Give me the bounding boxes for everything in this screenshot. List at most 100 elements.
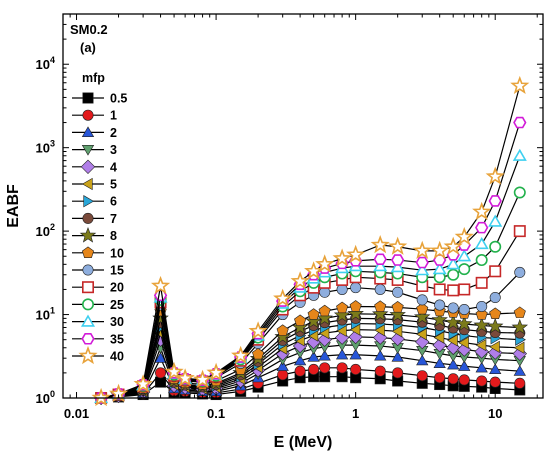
data-point <box>91 387 111 407</box>
data-point <box>319 362 331 374</box>
data-point <box>415 263 430 276</box>
legend-item-40: 40 <box>72 345 124 365</box>
data-point <box>476 375 488 387</box>
legend-label: 10 <box>110 246 124 260</box>
data-point <box>458 360 471 371</box>
data-point <box>458 283 471 296</box>
data-point <box>391 254 405 266</box>
y-tick-label: 103 <box>36 139 55 156</box>
data-point <box>472 201 492 221</box>
data-point <box>294 365 306 377</box>
data-point <box>274 328 291 344</box>
x-tick-label: 1 <box>352 406 359 421</box>
data-point <box>511 318 529 335</box>
data-point <box>336 362 348 374</box>
legend-label: 0.5 <box>110 92 127 106</box>
legend-item-5: 5 <box>72 178 117 192</box>
data-point <box>392 367 404 379</box>
data-point <box>252 347 265 360</box>
data-point <box>433 283 446 296</box>
data-point <box>346 244 366 263</box>
data-point <box>333 306 351 323</box>
data-point <box>475 221 489 234</box>
data-point <box>416 370 428 382</box>
data-point <box>294 314 307 327</box>
data-point <box>276 360 289 371</box>
data-point <box>510 75 530 95</box>
data-point <box>434 372 446 384</box>
data-point <box>489 240 502 253</box>
data-point <box>374 300 387 312</box>
data-point <box>318 349 331 361</box>
data-point <box>277 369 289 381</box>
y-tick-label: 100 <box>36 389 55 406</box>
legend-label: 5 <box>110 178 117 192</box>
data-point <box>446 257 461 270</box>
data-point <box>347 305 364 321</box>
legend-item-0.5: 0.5 <box>72 92 127 106</box>
data-point <box>374 283 386 295</box>
y-axis-label: EABF <box>5 184 22 228</box>
legend-label: 4 <box>110 160 117 174</box>
data-point <box>316 309 333 326</box>
data-point <box>248 321 268 340</box>
data-point <box>489 376 501 388</box>
legend-title: mfp <box>82 71 105 85</box>
legend-label: 30 <box>110 315 124 329</box>
data-point <box>307 308 320 320</box>
data-point <box>485 166 505 185</box>
data-point <box>206 362 226 382</box>
data-point <box>374 349 387 361</box>
data-point <box>458 336 469 349</box>
legend-label: 3 <box>110 143 117 157</box>
legend-label: 35 <box>110 332 124 346</box>
x-tick-label: 0.1 <box>207 406 225 421</box>
data-point <box>447 373 459 385</box>
data-point <box>476 300 488 312</box>
data-point <box>514 266 526 278</box>
series-40 <box>91 75 530 407</box>
legend-marker <box>80 314 96 327</box>
data-point <box>349 300 362 312</box>
data-point <box>307 350 320 362</box>
data-point <box>291 318 309 335</box>
data-point <box>489 340 500 354</box>
data-point <box>335 348 349 360</box>
data-point <box>475 276 488 289</box>
data-point <box>231 345 251 365</box>
x-tick-label: 10 <box>488 406 502 421</box>
annotation-panel: (a) <box>80 40 96 55</box>
legend-label: 7 <box>110 212 117 226</box>
legend-item-3: 3 <box>72 143 117 157</box>
legend-marker <box>81 145 95 156</box>
y-tick-label: 104 <box>36 55 55 72</box>
data-point <box>416 294 428 306</box>
data-point <box>488 195 502 207</box>
data-point <box>447 334 458 347</box>
data-point <box>164 361 184 381</box>
legend-marker <box>82 298 95 311</box>
legend-label: 1 <box>110 109 117 123</box>
data-point <box>489 292 501 304</box>
data-point <box>513 341 525 354</box>
data-point <box>412 240 432 260</box>
data-point <box>416 328 427 341</box>
data-point <box>434 299 446 311</box>
data-point <box>155 367 167 379</box>
legend-marker <box>82 281 95 294</box>
data-point <box>391 350 404 362</box>
legend-item-6: 6 <box>72 195 117 209</box>
legend-marker <box>82 264 94 276</box>
data-point <box>392 286 404 298</box>
data-point <box>415 256 429 269</box>
data-point <box>513 116 527 129</box>
data-point <box>475 254 488 267</box>
legend-item-25: 25 <box>72 298 124 312</box>
data-point <box>489 363 502 375</box>
data-point <box>458 263 471 276</box>
data-point <box>489 307 502 319</box>
legend-marker <box>78 345 98 365</box>
legend-item-35: 35 <box>72 332 124 346</box>
data-point <box>432 262 447 275</box>
data-point <box>458 374 470 386</box>
